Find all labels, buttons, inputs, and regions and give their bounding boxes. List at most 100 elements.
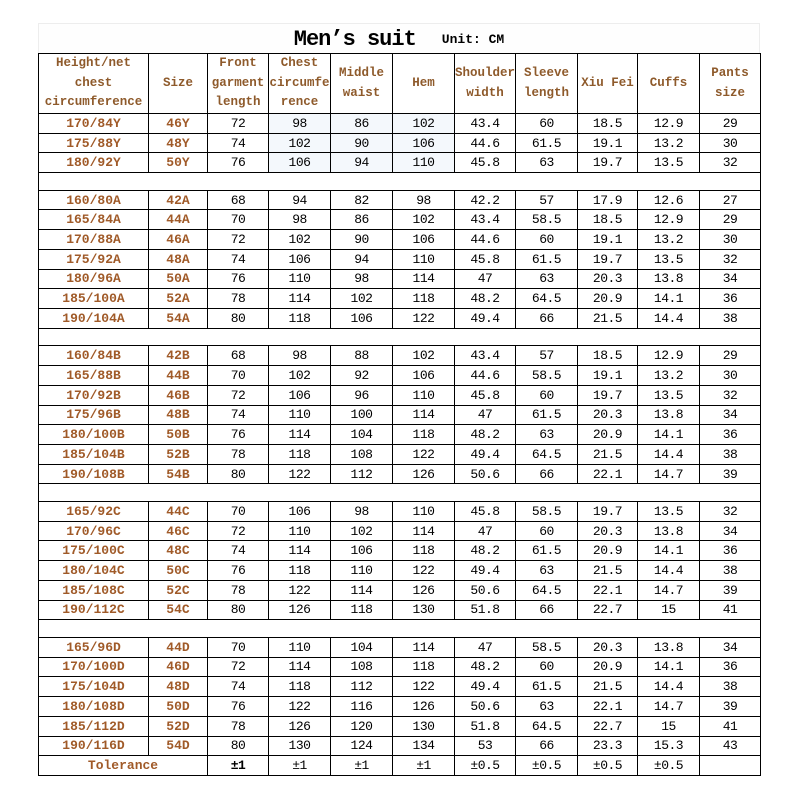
size-cell: 44C	[148, 501, 208, 522]
height-chest-cell: 175/104D	[38, 676, 149, 698]
value-cell: 14.1	[637, 540, 700, 562]
value-cell: 63	[515, 152, 578, 174]
value-cell: 74	[207, 132, 269, 154]
value-cell: 32	[699, 384, 761, 406]
value-cell: 13.5	[637, 384, 700, 406]
value-cell: 112	[330, 676, 393, 698]
value-cell: 51.8	[454, 715, 516, 737]
value-cell: 70	[207, 365, 269, 386]
value-cell: 98	[330, 501, 393, 522]
value-cell: 58.5	[515, 501, 578, 522]
value-cell: 20.3	[577, 268, 638, 290]
table-row: 180/96A 50A 76 110 98 114 47 63 20.3 13.8 34	[38, 268, 761, 290]
value-cell: 122	[392, 676, 455, 698]
value-cell: 118	[268, 308, 331, 329]
value-cell: 61.5	[515, 676, 578, 698]
value-cell: 58.5	[515, 365, 578, 386]
height-chest-cell: 175/96B	[38, 404, 149, 426]
tolerance-value-cell: ±0.5	[637, 755, 700, 776]
value-cell: 63	[515, 424, 578, 445]
value-cell: 32	[699, 152, 761, 174]
size-cell: 46Y	[148, 113, 208, 134]
size-cell: 44A	[148, 209, 208, 231]
height-chest-cell: 160/80A	[38, 189, 149, 211]
table-row: 170/92B 46B 72 106 96 110 45.8 60 19.7 13.5 32	[38, 384, 761, 406]
value-cell: 13.8	[637, 268, 700, 290]
value-cell: 118	[392, 288, 455, 310]
value-cell: 13.5	[637, 501, 700, 522]
value-cell: 70	[207, 209, 269, 231]
value-cell: 21.5	[577, 443, 638, 465]
size-cell: 44D	[148, 636, 208, 658]
value-cell: 68	[207, 345, 269, 367]
size-cell: 48C	[148, 540, 208, 562]
value-cell: 39	[699, 463, 761, 485]
value-cell: 130	[268, 735, 331, 757]
value-cell: 114	[392, 268, 455, 290]
value-cell: 122	[268, 463, 331, 485]
value-cell: 86	[330, 209, 393, 231]
value-cell: 72	[207, 656, 269, 678]
table-row: 170/96C 46C 72 110 102 114 47 60 20.3 13.8 34	[38, 520, 761, 542]
value-cell: 38	[699, 443, 761, 465]
value-cell: 106	[392, 229, 455, 250]
value-cell: 72	[207, 113, 269, 134]
value-cell: 13.8	[637, 404, 700, 426]
value-cell: 98	[268, 113, 331, 134]
value-cell: 44.6	[454, 365, 516, 386]
size-cell: 42B	[148, 345, 208, 367]
height-chest-cell: 190/112C	[38, 599, 149, 621]
value-cell: 78	[207, 288, 269, 310]
value-cell: 60	[515, 229, 578, 250]
height-chest-cell: 190/108B	[38, 463, 149, 485]
value-cell: 13.8	[637, 520, 700, 542]
value-cell: 114	[268, 424, 331, 445]
value-cell: 60	[515, 384, 578, 406]
value-cell: 50.6	[454, 579, 516, 601]
value-cell: 14.4	[637, 308, 700, 329]
value-cell: 102	[392, 209, 455, 231]
value-cell: 106	[392, 132, 455, 154]
value-cell: 104	[330, 424, 393, 445]
value-cell: 114	[392, 520, 455, 542]
table-row: 180/108D 50D 76 122 116 126 50.6 63 22.1 14.7 39	[38, 696, 761, 717]
value-cell: 41	[699, 599, 761, 621]
height-chest-cell: 170/96C	[38, 520, 149, 542]
height-chest-cell: 180/108D	[38, 696, 149, 717]
value-cell: 48.2	[454, 288, 516, 310]
value-cell: 102	[268, 229, 331, 250]
value-cell: 14.7	[637, 696, 700, 717]
value-cell: 21.5	[577, 560, 638, 581]
value-cell: 20.3	[577, 636, 638, 658]
value-cell: 21.5	[577, 676, 638, 698]
value-cell: 34	[699, 636, 761, 658]
value-cell: 14.1	[637, 288, 700, 310]
group-spacer	[38, 619, 761, 638]
value-cell: 74	[207, 540, 269, 562]
value-cell: 122	[268, 579, 331, 601]
value-cell: 72	[207, 384, 269, 406]
size-cell: 54D	[148, 735, 208, 757]
size-cell: 48Y	[148, 132, 208, 154]
height-chest-cell: 190/104A	[38, 308, 149, 329]
value-cell: 64.5	[515, 288, 578, 310]
table-row: 180/104C 50C 76 118 110 122 49.4 63 21.5 14.4 38	[38, 560, 761, 581]
table-row: 175/100C 48C 74 114 106 118 48.2 61.5 20.9 14.1 36	[38, 540, 761, 562]
group-spacer	[38, 483, 761, 502]
column-header: Height/net chest circumference	[38, 53, 149, 114]
value-cell: 80	[207, 308, 269, 329]
value-cell: 41	[699, 715, 761, 737]
value-cell: 64.5	[515, 715, 578, 737]
value-cell: 48.2	[454, 424, 516, 445]
value-cell: 60	[515, 113, 578, 134]
value-cell: 57	[515, 345, 578, 367]
height-chest-cell: 180/100B	[38, 424, 149, 445]
value-cell: 130	[392, 715, 455, 737]
value-cell: 72	[207, 520, 269, 542]
value-cell: 66	[515, 735, 578, 757]
value-cell: 15	[637, 715, 700, 737]
value-cell: 102	[330, 520, 393, 542]
value-cell: 19.1	[577, 229, 638, 250]
value-cell: 122	[268, 696, 331, 717]
value-cell: 72	[207, 229, 269, 250]
